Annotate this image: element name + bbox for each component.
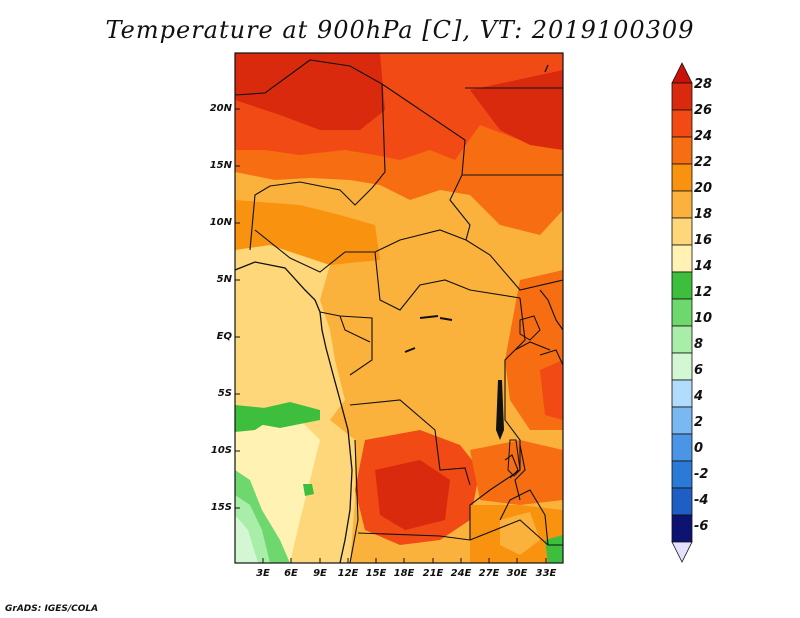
lon-label: 6E	[284, 568, 298, 579]
lon-label: 30E	[506, 568, 528, 579]
lat-label: 10S	[210, 445, 232, 456]
colorbar-label: 14	[694, 259, 713, 274]
lon-label: 18E	[393, 568, 415, 579]
lat-label: 5N	[216, 274, 232, 285]
credit-text: GrADS: IGES/COLA	[5, 604, 99, 614]
colorbar-swatch	[671, 244, 693, 273]
colorbar-swatch	[671, 136, 693, 165]
lon-label: 9E	[313, 568, 327, 579]
colorbar-bottom-arrow	[671, 541, 693, 563]
lat-label: 10N	[209, 217, 232, 228]
colorbar-swatch	[671, 190, 693, 219]
colorbar-label: 22	[694, 155, 713, 170]
colorbar-label: 28	[694, 77, 713, 92]
colorbar-label: -4	[694, 493, 709, 508]
country-borders	[235, 59, 563, 563]
colorbar-swatch	[671, 298, 693, 327]
lat-label: 20N	[209, 103, 232, 114]
lon-label: 33E	[535, 568, 557, 579]
colorbar-label: 12	[694, 285, 713, 300]
colorbar-label: 20	[694, 181, 713, 196]
colorbar-swatch	[671, 325, 693, 354]
lat-label: 5S	[217, 388, 232, 399]
lon-label: 12E	[337, 568, 359, 579]
lon-label: 27E	[478, 568, 500, 579]
coastline	[235, 64, 549, 563]
axis-ticks	[235, 108, 547, 563]
temperature-field	[235, 53, 563, 563]
lat-label: 15S	[210, 502, 232, 513]
colorbar-label: 8	[694, 337, 704, 352]
lon-label: 15E	[365, 568, 387, 579]
colorbar-label: -6	[694, 519, 709, 534]
colorbar-label: 0	[694, 441, 704, 456]
colorbar-label: 18	[694, 207, 713, 222]
map-frame	[234, 52, 564, 564]
lat-label: 15N	[209, 160, 232, 171]
map-title: Temperature at 900hPa [C], VT: 201910030…	[105, 16, 695, 44]
colorbar	[671, 62, 693, 563]
colorbar-swatch	[671, 514, 693, 543]
colorbar-swatch	[671, 217, 693, 246]
lakes	[404, 315, 541, 477]
colorbar-label: 6	[694, 363, 704, 378]
colorbar-swatch	[671, 406, 693, 435]
colorbar-swatch	[671, 352, 693, 381]
colorbar-swatch	[671, 460, 693, 489]
colorbar-label: -2	[694, 467, 709, 482]
colorbar-label: 2	[694, 415, 704, 430]
colorbar-swatch	[671, 271, 693, 300]
colorbar-label: 24	[694, 129, 713, 144]
lon-label: 21E	[422, 568, 444, 579]
colorbar-swatch	[671, 163, 693, 192]
lon-label: 3E	[256, 568, 270, 579]
lon-label: 24E	[450, 568, 472, 579]
colorbar-swatch	[671, 82, 693, 111]
colorbar-swatch	[671, 379, 693, 408]
colorbar-top-arrow	[671, 62, 693, 84]
colorbar-label: 4	[694, 389, 704, 404]
colorbar-swatch	[671, 109, 693, 138]
colorbar-swatch	[671, 433, 693, 462]
colorbar-label: 26	[694, 103, 713, 118]
colorbar-label: 16	[694, 233, 713, 248]
colorbar-swatch	[671, 487, 693, 516]
lat-label: EQ	[216, 331, 232, 342]
colorbar-label: 10	[694, 311, 713, 326]
